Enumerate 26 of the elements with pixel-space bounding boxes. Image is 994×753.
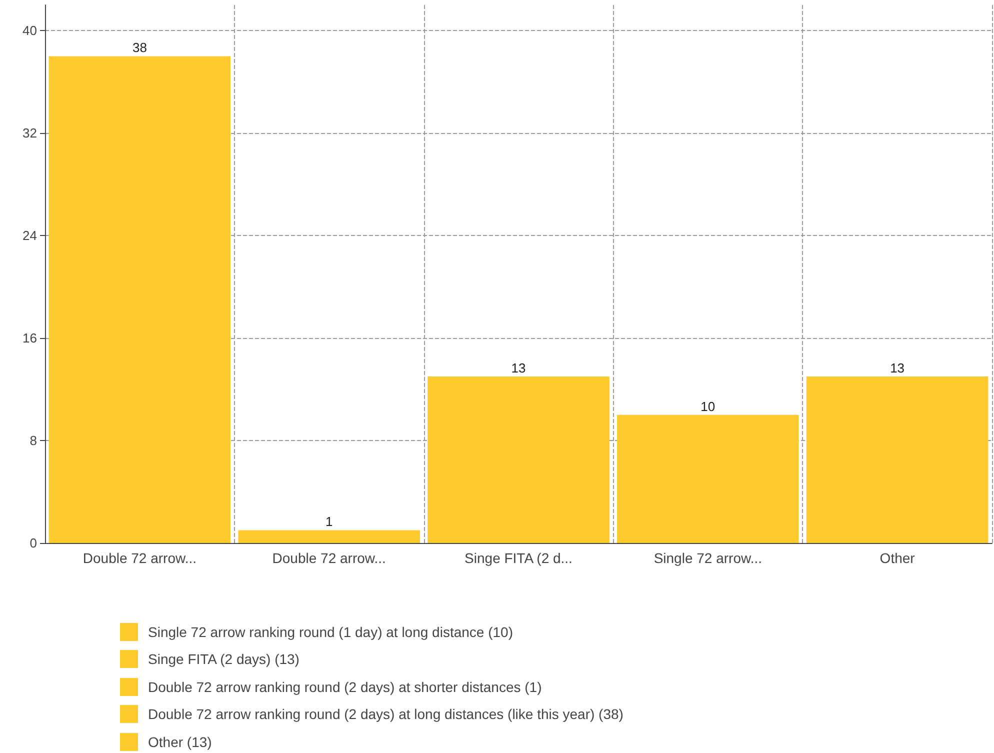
bar — [616, 414, 799, 543]
text: Double 72 arrow ranking round (2 days) at long distances (like this year) (38) — [148, 706, 624, 722]
bar — [428, 376, 610, 543]
text: Singe FITA (2 days) (13) — [148, 651, 300, 668]
bar — [48, 56, 231, 543]
x-tick-label: Other — [880, 550, 916, 566]
bar — [238, 530, 420, 543]
y-tick-label: 40 — [22, 23, 37, 38]
bar — [806, 376, 988, 543]
data-label: 38 — [132, 40, 147, 56]
x-tick-label: Single 72 arrow... — [654, 550, 762, 566]
text: Other (13) — [148, 734, 212, 750]
data-label: 1 — [325, 514, 333, 530]
y-tick-label: 0 — [30, 536, 37, 550]
data-label: 10 — [700, 398, 716, 414]
y-tick-label: 32 — [22, 126, 37, 141]
data-label: 13 — [511, 360, 526, 376]
text: Double 72 arrow ranking round (2 days) at shorter distances (1) — [148, 678, 542, 695]
y-tick-label: 24 — [22, 228, 37, 244]
data-label: 13 — [890, 360, 905, 376]
y-tick-label: 16 — [22, 330, 37, 346]
x-tick-label: Double 72 arrow... — [272, 550, 386, 566]
x-tick-label: Singe FITA (2 d... — [464, 550, 572, 566]
x-tick-label: Double 72 arrow... — [82, 550, 197, 566]
y-tick-label: 8 — [30, 433, 37, 448]
text: Single 72 arrow ranking round (1 day) at long distance (10) — [148, 624, 513, 640]
